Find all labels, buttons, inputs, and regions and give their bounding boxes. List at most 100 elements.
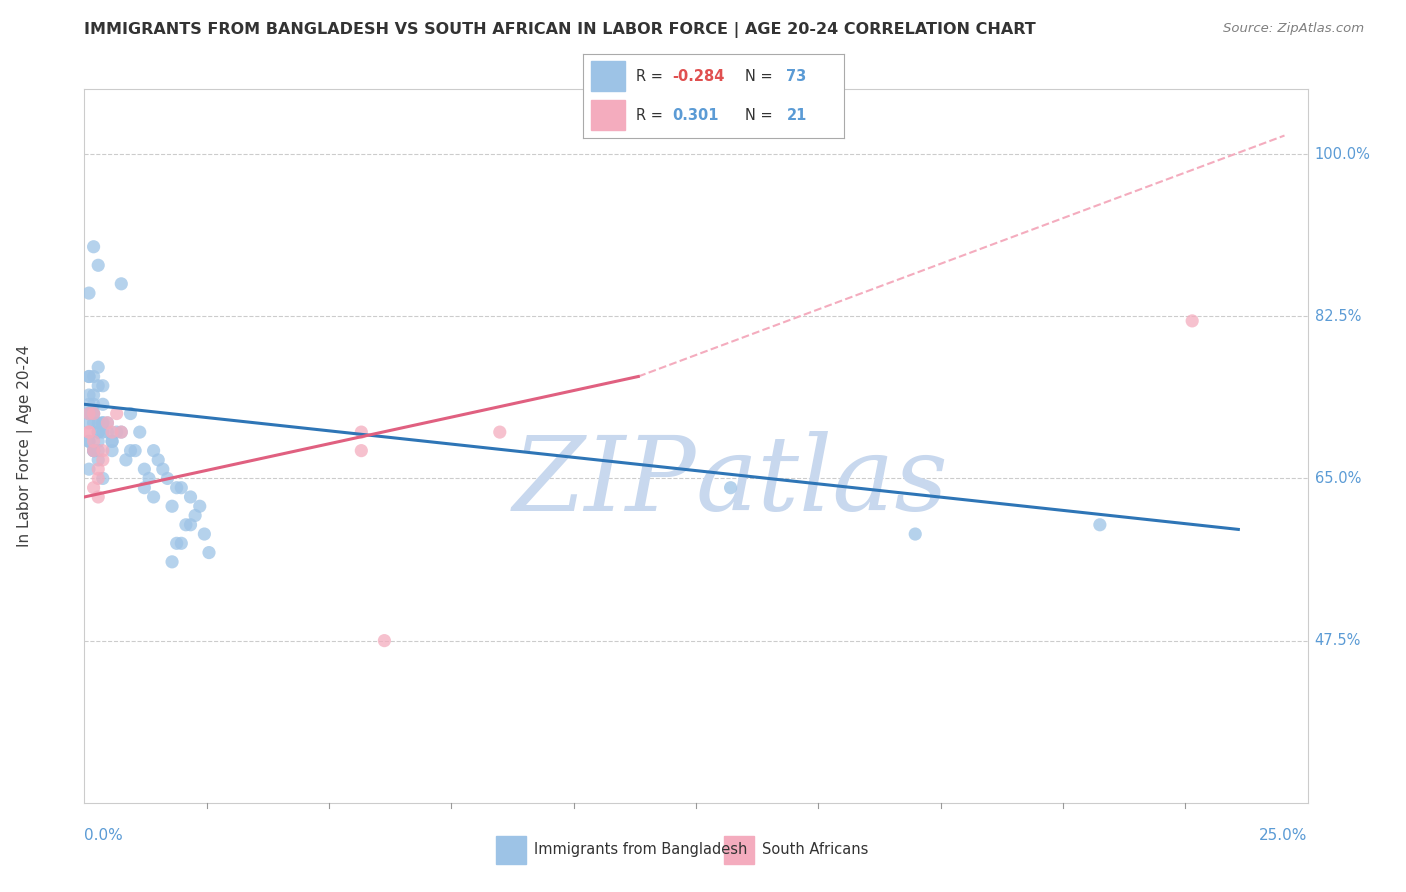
Bar [592, 62, 626, 91]
Text: ZIP: ZIP [512, 431, 696, 533]
Point [110, 277, 132, 291]
Text: 73: 73 [786, 69, 807, 84]
Point [128, 425, 150, 439]
Point [96, 425, 118, 439]
Point [77, 407, 100, 421]
Bar [724, 836, 754, 863]
Point [77, 434, 100, 449]
Point [350, 443, 373, 458]
Point [120, 443, 142, 458]
Point [83, 443, 105, 458]
Point [87, 434, 110, 449]
Point [77, 434, 100, 449]
Text: 82.5%: 82.5% [1315, 309, 1361, 324]
Point [720, 481, 742, 495]
Text: 0.0%: 0.0% [84, 828, 124, 843]
Point [83, 369, 105, 384]
Point [105, 407, 128, 421]
Point [188, 500, 211, 514]
Point [83, 407, 105, 421]
Point [87, 258, 110, 272]
Point [87, 425, 110, 439]
Text: South Africans: South Africans [762, 842, 869, 857]
Point [83, 416, 105, 430]
Point [91, 453, 114, 467]
Text: 100.0%: 100.0% [1315, 146, 1371, 161]
Point [77, 416, 100, 430]
Point [77, 425, 100, 439]
Text: atlas: atlas [696, 431, 949, 533]
Text: 25.0%: 25.0% [1260, 828, 1308, 843]
Point [160, 500, 183, 514]
Point [101, 443, 124, 458]
Point [1181, 314, 1204, 328]
Point [170, 536, 193, 550]
Text: R =: R = [636, 108, 666, 123]
Point [120, 407, 142, 421]
Point [83, 388, 105, 402]
Point [373, 633, 395, 648]
Text: In Labor Force | Age 20-24: In Labor Force | Age 20-24 [17, 345, 34, 547]
Point [77, 388, 100, 402]
Point [77, 369, 100, 384]
Point [91, 378, 114, 392]
Point [91, 416, 114, 430]
Point [91, 471, 114, 485]
Point [77, 407, 100, 421]
Point [166, 481, 188, 495]
Text: N =: N = [745, 108, 778, 123]
Point [77, 369, 100, 384]
Point [77, 397, 100, 411]
Text: R =: R = [636, 69, 666, 84]
Point [83, 443, 105, 458]
Point [904, 527, 927, 541]
Point [77, 407, 100, 421]
Point [170, 481, 193, 495]
Bar [496, 836, 526, 863]
Text: 0.301: 0.301 [672, 108, 718, 123]
Point [87, 416, 110, 430]
Text: 47.5%: 47.5% [1315, 633, 1361, 648]
Point [488, 425, 510, 439]
Point [101, 434, 124, 449]
Point [83, 434, 105, 449]
Point [87, 471, 110, 485]
Point [105, 425, 128, 439]
Text: 21: 21 [786, 108, 807, 123]
Bar [592, 100, 626, 130]
Point [148, 453, 170, 467]
Point [77, 462, 100, 476]
Point [91, 416, 114, 430]
Point [96, 416, 118, 430]
Point [115, 453, 138, 467]
Text: Immigrants from Bangladesh: Immigrants from Bangladesh [534, 842, 748, 857]
Point [91, 443, 114, 458]
Point [198, 545, 221, 559]
Point [87, 490, 110, 504]
Point [87, 462, 110, 476]
Point [134, 462, 156, 476]
Text: IMMIGRANTS FROM BANGLADESH VS SOUTH AFRICAN IN LABOR FORCE | AGE 20-24 CORRELATI: IMMIGRANTS FROM BANGLADESH VS SOUTH AFRI… [84, 22, 1036, 38]
Point [83, 443, 105, 458]
Point [87, 425, 110, 439]
Point [156, 471, 179, 485]
Text: -0.284: -0.284 [672, 69, 724, 84]
Point [350, 425, 373, 439]
Point [96, 416, 118, 430]
Point [124, 443, 146, 458]
Point [83, 397, 105, 411]
Point [91, 397, 114, 411]
Text: N =: N = [745, 69, 778, 84]
Point [83, 481, 105, 495]
Point [180, 490, 202, 504]
Point [110, 425, 132, 439]
Point [110, 425, 132, 439]
Point [166, 536, 188, 550]
Point [193, 527, 215, 541]
Point [87, 443, 110, 458]
Point [134, 481, 156, 495]
Point [77, 425, 100, 439]
Point [87, 453, 110, 467]
Point [91, 425, 114, 439]
Point [101, 434, 124, 449]
